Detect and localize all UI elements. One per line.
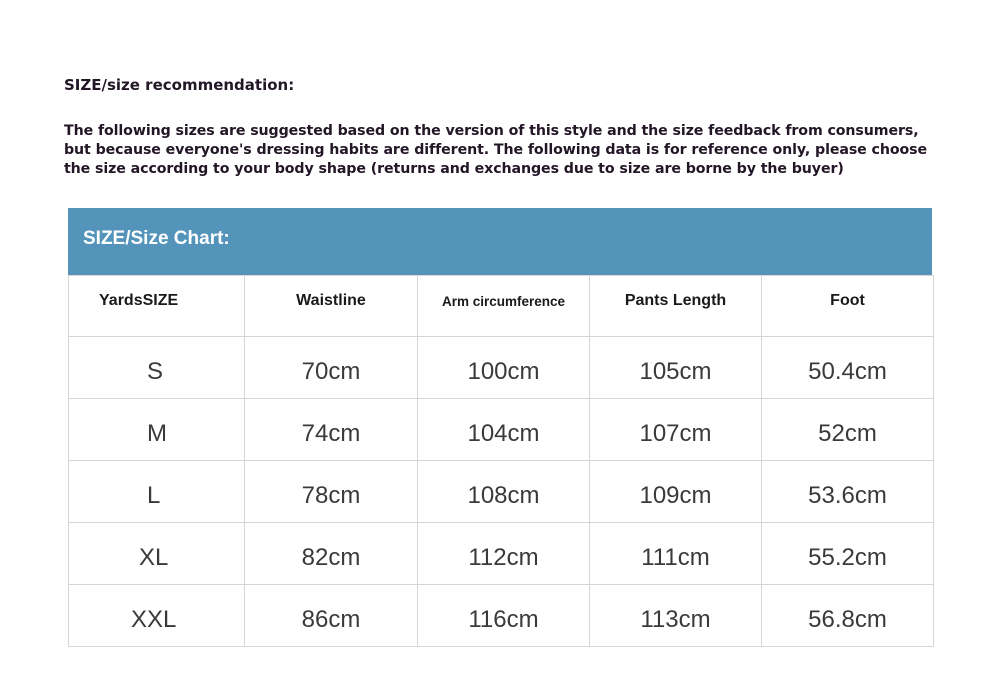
size-chart-header: SIZE/Size Chart: xyxy=(68,208,932,275)
table-cell: 74cm xyxy=(244,398,418,461)
col-header-arm: Arm circumference xyxy=(417,275,590,337)
table-cell: 113cm xyxy=(589,584,762,647)
col-header-size: YardsSIZE xyxy=(68,275,245,337)
table-cell: 56.8cm xyxy=(761,584,934,647)
size-table: YardsSIZE Waistline Arm circumference Pa… xyxy=(68,275,934,647)
intro-text: The following sizes are suggested based … xyxy=(64,123,928,177)
table-cell: M xyxy=(68,398,245,461)
table-row: XXL 86cm 116cm 113cm 56.8cm xyxy=(68,584,934,647)
table-cell: 53.6cm xyxy=(761,460,934,523)
table-cell: 78cm xyxy=(244,460,418,523)
table-cell: 107cm xyxy=(589,398,762,461)
table-row: M 74cm 104cm 107cm 52cm xyxy=(68,398,934,461)
table-row: L 78cm 108cm 109cm 53.6cm xyxy=(68,460,934,523)
table-header-row: YardsSIZE Waistline Arm circumference Pa… xyxy=(68,275,934,337)
table-cell: 52cm xyxy=(761,398,934,461)
col-header-foot: Foot xyxy=(761,275,934,337)
table-row: S 70cm 100cm 105cm 50.4cm xyxy=(68,336,934,399)
table-cell: 82cm xyxy=(244,522,418,585)
table-cell: 50.4cm xyxy=(761,336,934,399)
page-title: SIZE/size recommendation: xyxy=(64,76,295,94)
table-cell: 104cm xyxy=(417,398,590,461)
table-cell: 112cm xyxy=(417,522,590,585)
table-cell: 116cm xyxy=(417,584,590,647)
table-cell: 105cm xyxy=(589,336,762,399)
table-cell: XL xyxy=(68,522,245,585)
table-cell: 108cm xyxy=(417,460,590,523)
table-cell: XXL xyxy=(68,584,245,647)
table-cell: 86cm xyxy=(244,584,418,647)
table-cell: 111cm xyxy=(589,522,762,585)
table-cell: S xyxy=(68,336,245,399)
table-cell: 109cm xyxy=(589,460,762,523)
col-header-waistline: Waistline xyxy=(244,275,418,337)
table-cell: 100cm xyxy=(417,336,590,399)
table-cell: 55.2cm xyxy=(761,522,934,585)
col-header-pants-length: Pants Length xyxy=(589,275,762,337)
table-row: XL 82cm 112cm 111cm 55.2cm xyxy=(68,522,934,585)
table-cell: L xyxy=(68,460,245,523)
table-cell: 70cm xyxy=(244,336,418,399)
size-chart-title: SIZE/Size Chart: xyxy=(83,228,230,249)
